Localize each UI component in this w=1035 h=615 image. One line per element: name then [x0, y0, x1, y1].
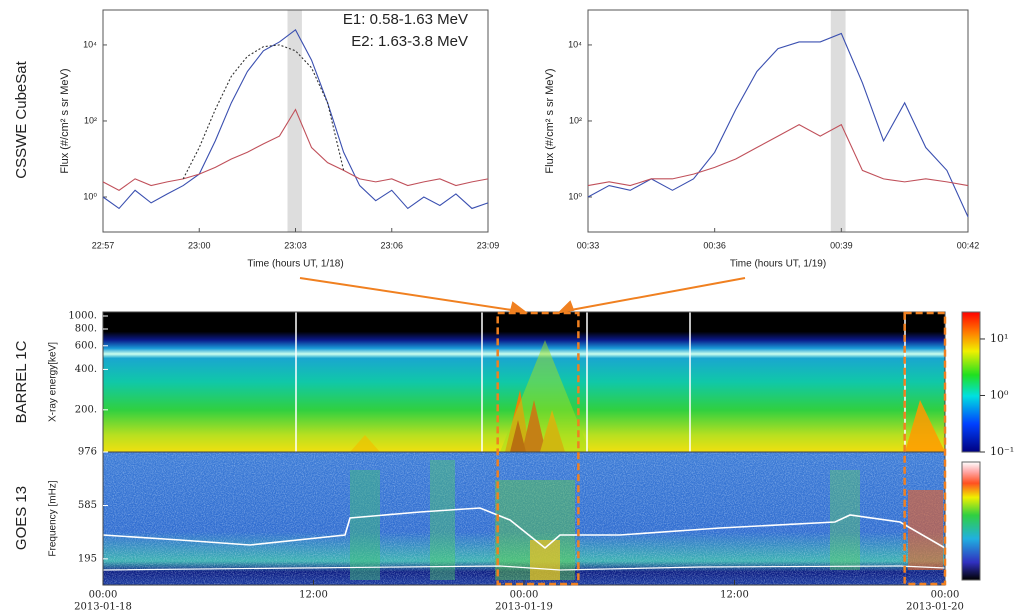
colorbar-tick-label: 10⁻¹	[990, 445, 1014, 458]
series-line	[102, 28, 489, 210]
y-tick-label: 10²	[84, 115, 97, 125]
series-line	[587, 32, 969, 218]
plot-frame	[587, 9, 969, 233]
y-tick-label: 400.	[75, 364, 97, 375]
y-tick-label: 10⁴	[83, 39, 97, 49]
highlight-box	[496, 311, 580, 586]
arrows	[299, 277, 746, 314]
x-tick-label: 12:00	[720, 590, 749, 601]
x-tick-label: 00:39	[830, 240, 853, 250]
y-axis-label: Flux (#/cm² s sr MeV)	[59, 68, 71, 173]
date-label: 2013-01-18	[74, 602, 132, 613]
y-tick-label: 10⁰	[568, 191, 582, 201]
goes-noise	[103, 452, 945, 585]
legend-entry: E2: 1.63-3.8 MeV	[351, 33, 468, 50]
legend-entry: E1: 0.58-1.63 MeV	[343, 11, 468, 28]
shade	[287, 10, 302, 232]
y-tick-label: 10⁰	[83, 191, 97, 201]
y-tick-label: 600.	[75, 340, 97, 351]
x-tick-label: 23:06	[380, 240, 403, 250]
y-tick-label: 585	[78, 500, 97, 511]
x-tick-label: 23:00	[188, 240, 211, 250]
y-tick-label: 976	[78, 447, 97, 458]
barrel-colorbar	[961, 311, 981, 453]
barrel-flares	[350, 340, 945, 452]
y-axis-label: X-ray energy[keV]	[48, 342, 59, 422]
panel-label: GOES 13	[13, 486, 30, 550]
x-tick-label: 12:00	[299, 590, 328, 601]
goes-colorbar	[961, 461, 981, 581]
x-tick-label: 00:36	[703, 240, 726, 250]
x-tick-label: 00:00	[89, 590, 118, 601]
series-line	[587, 123, 969, 187]
x-tick-label: 23:03	[284, 240, 307, 250]
x-tick-label: 00:00	[931, 590, 960, 601]
colorbar-tick-label: 10⁰	[990, 388, 1009, 401]
y-axis-label: Frequency [mHz]	[48, 480, 59, 556]
y-tick-label: 10⁴	[568, 39, 582, 49]
y-tick-label: 1000.	[68, 310, 97, 321]
y-tick-label: 800.	[75, 324, 97, 335]
x-tick-label: 23:09	[477, 240, 500, 250]
y-tick-label: 200.	[75, 404, 97, 415]
x-tick-label: 00:42	[957, 240, 980, 250]
x-axis-label: Time (hours UT, 1/18)	[247, 259, 343, 270]
x-tick-label: 00:33	[577, 240, 600, 250]
date-label: 2013-01-19	[495, 602, 553, 613]
y-tick-label: 10²	[569, 115, 582, 125]
x-tick-label: 00:00	[510, 590, 539, 601]
panel-label: CSSWE CubeSat	[13, 60, 30, 178]
highlight-box	[903, 311, 947, 586]
date-label: 2013-01-20	[906, 602, 964, 613]
x-axis-label: Time (hours UT, 1/19)	[730, 259, 826, 270]
shade	[830, 10, 846, 232]
y-axis-label: Flux (#/cm² s sr MeV)	[544, 68, 556, 173]
colorbar-tick-label: 10¹	[990, 332, 1008, 345]
panel-label: BARREL 1C	[13, 340, 30, 423]
x-tick-label: 22:57	[92, 240, 115, 250]
y-tick-label: 195	[78, 553, 97, 564]
series-line	[182, 44, 345, 180]
series-line	[102, 108, 489, 191]
goes-features	[102, 460, 946, 580]
